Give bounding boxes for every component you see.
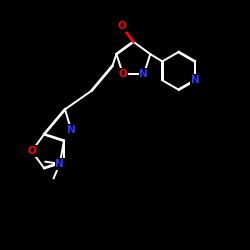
Text: N: N xyxy=(190,75,199,85)
Text: N: N xyxy=(140,69,148,79)
Text: O: O xyxy=(118,69,127,79)
Text: N: N xyxy=(56,159,64,169)
Text: O: O xyxy=(118,21,126,31)
Text: N: N xyxy=(67,125,76,135)
Text: O: O xyxy=(28,146,36,156)
